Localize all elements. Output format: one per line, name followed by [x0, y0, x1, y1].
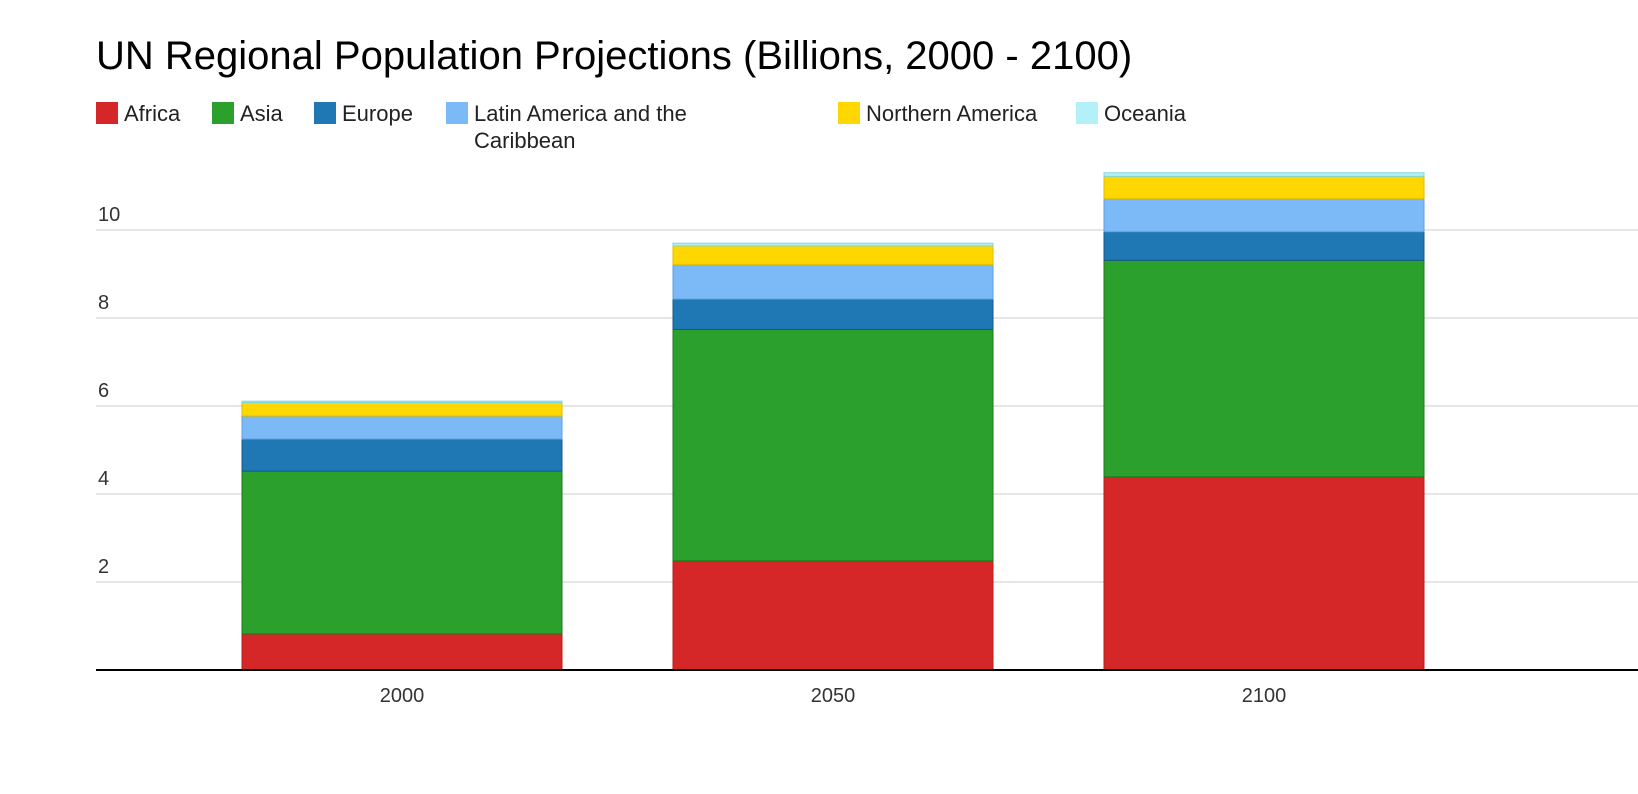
- x-tick-label-2000: 2000: [380, 685, 425, 707]
- legend-swatch-northern-america: [838, 102, 860, 124]
- y-tick-label-8: 8: [98, 292, 109, 314]
- legend-swatch-asia: [212, 102, 234, 124]
- legend-label-asia: Asia: [240, 101, 283, 126]
- legend-label-europe: Europe: [342, 101, 413, 126]
- legend-swatch-africa: [96, 102, 118, 124]
- y-tick-label-10: 10: [98, 204, 120, 226]
- legend-label-northern-america: Northern America: [866, 101, 1038, 126]
- legend-item-asia[interactable]: Asia: [212, 101, 283, 127]
- legend-item-africa[interactable]: Africa: [96, 101, 181, 127]
- bar-2000-oceania[interactable]: [241, 400, 563, 403]
- bar-2000-latin-america-and-the-caribbean[interactable]: [241, 415, 563, 440]
- bar-2050-europe[interactable]: [672, 298, 994, 330]
- bar-2100-africa[interactable]: [1103, 476, 1425, 671]
- legend-label-latin-america: Latin America and the Caribbean: [474, 101, 687, 153]
- chart-title: UN Regional Population Projections (Bill…: [96, 34, 1133, 78]
- bar-2000-asia[interactable]: [241, 470, 563, 635]
- bar-2000-northern-america[interactable]: [241, 401, 563, 417]
- y-tick-label-2: 2: [98, 556, 109, 578]
- bar-2000-africa[interactable]: [241, 633, 563, 671]
- bar-2000-europe[interactable]: [241, 438, 563, 472]
- legend-swatch-oceania: [1076, 102, 1098, 124]
- bar-2050-northern-america[interactable]: [672, 245, 994, 266]
- legend-swatch-latin-america: [446, 102, 468, 124]
- legend: Africa Asia Europe Latin America and the…: [96, 101, 1296, 162]
- bar-2050-oceania[interactable]: [672, 242, 994, 247]
- legend-swatch-europe: [314, 102, 336, 124]
- bar-2100-europe[interactable]: [1103, 231, 1425, 261]
- bar-2100-northern-america[interactable]: [1103, 175, 1425, 200]
- bar-2050-latin-america-and-the-caribbean[interactable]: [672, 264, 994, 300]
- legend-item-europe[interactable]: Europe: [314, 101, 413, 127]
- legend-item-latin-america[interactable]: Latin America and the Caribbean: [446, 101, 734, 154]
- legend-label-oceania: Oceania: [1104, 101, 1186, 126]
- legend-item-oceania[interactable]: Oceania: [1076, 101, 1186, 127]
- legend-item-northern-america[interactable]: Northern America: [838, 101, 1038, 127]
- bar-2100-latin-america-and-the-caribbean[interactable]: [1103, 198, 1425, 233]
- bar-2050-africa[interactable]: [672, 560, 994, 671]
- bar-2100-oceania[interactable]: [1103, 172, 1425, 177]
- bar-2050-asia[interactable]: [672, 328, 994, 562]
- y-tick-label-6: 6: [98, 380, 109, 402]
- x-tick-label-2050: 2050: [811, 685, 856, 707]
- bar-2100-asia[interactable]: [1103, 259, 1425, 478]
- y-tick-label-4: 4: [98, 468, 109, 490]
- x-tick-label-2100: 2100: [1242, 685, 1287, 707]
- legend-label-africa: Africa: [124, 101, 181, 126]
